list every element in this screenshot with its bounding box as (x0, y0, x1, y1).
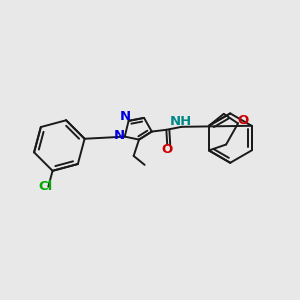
Text: N: N (114, 129, 125, 142)
Text: N: N (119, 110, 130, 123)
Text: NH: NH (170, 115, 192, 128)
Text: Cl: Cl (39, 180, 53, 193)
Text: O: O (162, 143, 173, 156)
Text: O: O (237, 114, 248, 127)
